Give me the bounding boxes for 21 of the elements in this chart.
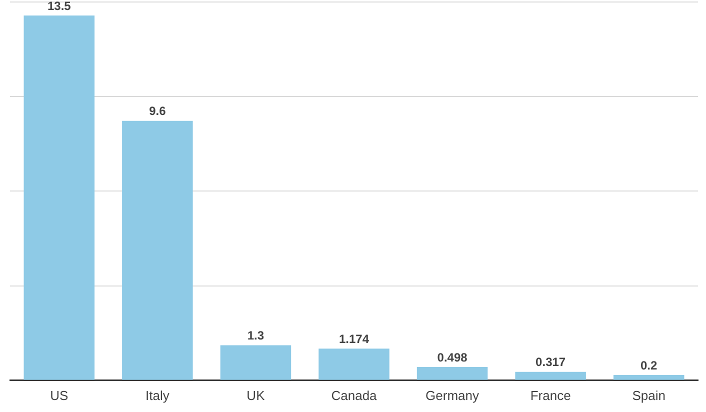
data-label: 9.6	[149, 104, 166, 118]
data-label: 0.317	[536, 355, 566, 370]
data-label: 1.174	[338, 332, 370, 346]
data-label: 0.498	[437, 350, 468, 364]
bar	[318, 348, 390, 380]
data-label: 0.2	[640, 358, 658, 372]
data-label: 1.3	[247, 328, 264, 343]
x-tick-label: France	[530, 388, 571, 403]
bar	[416, 366, 488, 380]
bar	[122, 120, 193, 380]
x-tick-label: Italy	[146, 388, 170, 403]
x-tick-label: Canada	[331, 388, 378, 403]
data-label: 13.5	[47, 0, 72, 13]
x-tick-label: Spain	[632, 388, 666, 403]
bar	[613, 374, 684, 380]
x-tick-label: Germany	[426, 388, 480, 403]
x-tick-label: US	[50, 388, 68, 403]
bar	[220, 345, 292, 380]
bar	[515, 372, 586, 380]
bar	[24, 16, 95, 380]
x-tick-label: UK	[246, 388, 266, 403]
